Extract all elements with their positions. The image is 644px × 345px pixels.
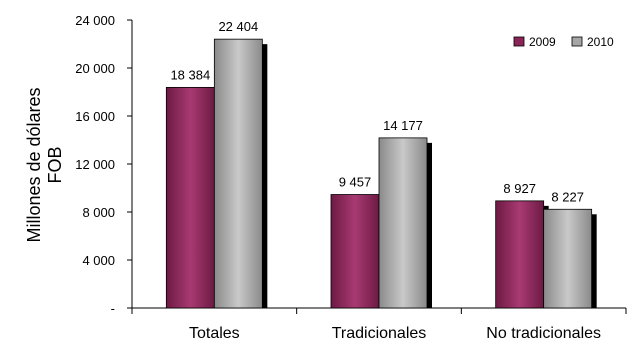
y-ticks: - 4 000 8 000 12 000 16 000 20 000 24 000: [75, 13, 132, 316]
legend: 2009 2010: [513, 35, 614, 49]
data-label: 8 227: [551, 189, 584, 204]
y-tick-label: 16 000: [75, 109, 115, 124]
category-labels: Totales Tradicionales No tradicionales: [189, 325, 601, 342]
y-tick-label: 20 000: [75, 61, 115, 76]
y-axis-title-line-1: Millones de dólares: [24, 87, 44, 242]
category-label: Tradicionales: [332, 325, 427, 342]
y-tick-label: -: [111, 301, 115, 316]
legend-swatch-2009: [513, 36, 525, 47]
bar-2010: [378, 137, 428, 309]
y-axis-title-line-2: FOB: [45, 146, 65, 183]
legend-swatch-2010: [571, 36, 583, 47]
data-label: 8 927: [503, 181, 536, 196]
y-tick-label: 4 000: [82, 253, 115, 268]
legend-label-2010: 2010: [587, 35, 614, 49]
bar-2009: [165, 86, 215, 309]
category-label: No tradicionales: [486, 325, 601, 342]
data-label: 9 457: [339, 175, 372, 190]
data-label: 22 404: [218, 19, 258, 34]
bar-2009: [330, 194, 380, 309]
category-label: Totales: [189, 325, 240, 342]
x-ticks: [131, 308, 627, 314]
data-labels: 18 384 22 404 9 457 14 177 8 927 8 227: [170, 19, 583, 204]
y-tick-label: 24 000: [75, 13, 115, 28]
data-label: 14 177: [383, 118, 423, 133]
bar-2010: [543, 208, 593, 309]
bar-2010: [213, 38, 263, 309]
bars: [165, 38, 597, 309]
bar-2009: [495, 200, 545, 309]
legend-label-2009: 2009: [529, 35, 556, 49]
data-label: 18 384: [170, 67, 210, 82]
y-tick-label: 8 000: [82, 205, 115, 220]
y-tick-label: 12 000: [75, 157, 115, 172]
